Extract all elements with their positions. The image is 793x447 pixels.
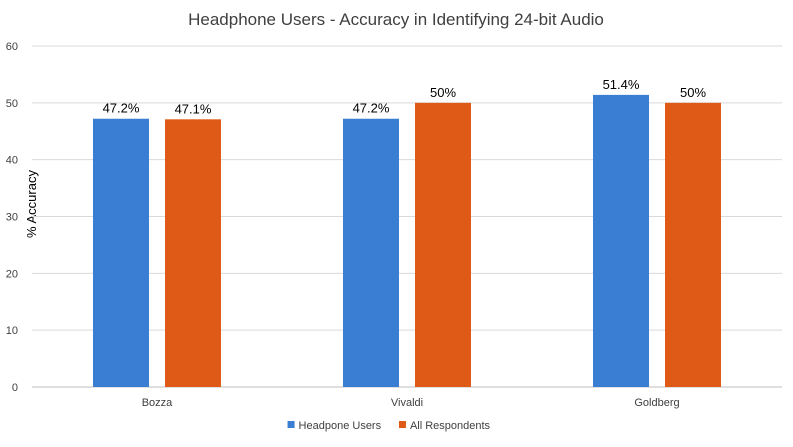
legend-swatch <box>287 421 295 428</box>
bar-headpone-users-bozza <box>93 118 149 387</box>
bar-all-respondents-bozza <box>165 119 221 387</box>
y-tick-label: 30 <box>6 212 18 224</box>
legend-label: Headpone Users <box>299 420 382 432</box>
x-tick-label: Vivaldi <box>391 397 423 409</box>
y-tick-label: 40 <box>6 155 18 167</box>
x-tick-label: Goldberg <box>634 397 679 409</box>
bar-all-respondents-vivaldi <box>415 102 471 387</box>
y-tick-label: 50 <box>6 98 18 110</box>
gridlines <box>32 45 782 388</box>
bars <box>93 94 721 388</box>
data-label: 50% <box>680 85 706 100</box>
y-tick-label: 0 <box>12 382 18 394</box>
legend: Headpone Users All Respondents <box>287 420 491 432</box>
chart-title: Headphone Users - Accuracy in Identifyin… <box>188 10 604 29</box>
bar-headpone-users-vivaldi <box>343 118 399 387</box>
y-tick-label: 60 <box>6 41 18 53</box>
data-labels: 47.2% 47.1% 47.2% 50% 51.4% 50% <box>103 77 707 116</box>
x-tick-label: Bozza <box>142 397 173 409</box>
data-label: 50% <box>430 85 456 100</box>
data-label: 51.4% <box>603 77 640 92</box>
data-label: 47.1% <box>175 101 212 116</box>
y-axis-ticks: 0 10 20 30 40 50 60 <box>6 41 18 394</box>
y-tick-label: 20 <box>6 268 18 280</box>
bar-all-respondents-goldberg <box>665 102 721 387</box>
data-label: 47.2% <box>103 101 140 116</box>
y-tick-label: 10 <box>6 325 18 337</box>
y-axis-label: % Accuracy <box>24 170 39 238</box>
legend-label: All Respondents <box>410 420 491 432</box>
x-axis-ticks: Bozza Vivaldi Goldberg <box>142 397 680 409</box>
legend-swatch <box>398 421 406 428</box>
data-label: 47.2% <box>353 101 390 116</box>
bar-headpone-users-goldberg <box>593 94 649 388</box>
